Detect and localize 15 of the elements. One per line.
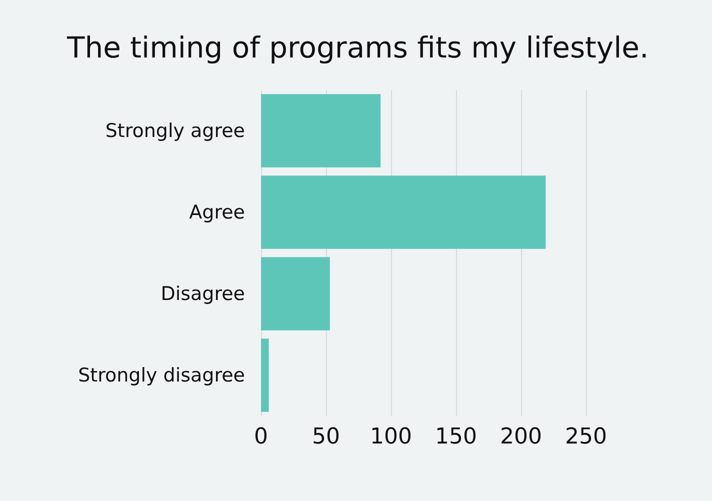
x-tick-label: 50 — [312, 424, 340, 450]
x-tick-label: 250 — [565, 424, 607, 450]
y-tick-label: Strongly disagree — [78, 364, 245, 386]
x-tick-label: 100 — [370, 424, 412, 450]
y-tick-label: Disagree — [160, 282, 245, 305]
x-tick-label: 150 — [435, 424, 477, 450]
bar — [261, 257, 330, 330]
y-tick-label: Agree — [189, 201, 245, 224]
bar — [261, 176, 546, 249]
chart-title: The timing of programs fits my lifestyle. — [66, 30, 649, 64]
bar — [261, 338, 269, 412]
x-tick-label: 0 — [254, 424, 268, 450]
x-tick-label: 200 — [500, 424, 542, 450]
bar — [261, 94, 381, 168]
y-tick-label: Strongly agree — [105, 120, 245, 142]
